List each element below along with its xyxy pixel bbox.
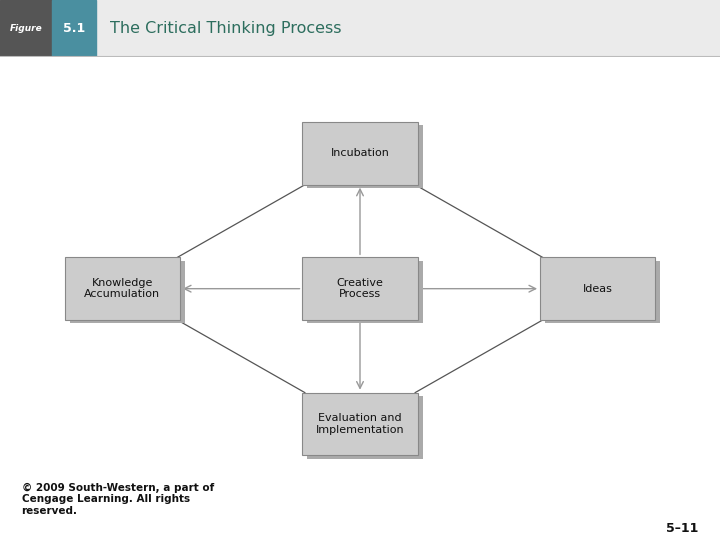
Text: © 2009 South-Western, a part of
Cengage Learning. All rights
reserved.: © 2009 South-Western, a part of Cengage … (22, 483, 214, 516)
FancyBboxPatch shape (302, 257, 418, 320)
Text: Figure: Figure (9, 24, 42, 33)
FancyBboxPatch shape (70, 261, 185, 323)
FancyBboxPatch shape (307, 261, 423, 323)
Bar (0, 0, 52, 57)
Bar (52, 0, 96, 57)
Text: The Critical Thinking Process: The Critical Thinking Process (110, 21, 341, 36)
FancyBboxPatch shape (540, 257, 655, 320)
Text: Creative
Process: Creative Process (336, 278, 384, 300)
FancyBboxPatch shape (65, 257, 180, 320)
Text: Evaluation and
Implementation: Evaluation and Implementation (315, 413, 405, 435)
FancyBboxPatch shape (545, 261, 660, 323)
Text: Incubation: Incubation (330, 148, 390, 158)
FancyBboxPatch shape (307, 396, 423, 459)
FancyBboxPatch shape (302, 122, 418, 185)
Text: 5–11: 5–11 (666, 522, 698, 535)
Text: 5.1: 5.1 (63, 22, 85, 35)
FancyBboxPatch shape (302, 393, 418, 455)
Text: Ideas: Ideas (582, 284, 613, 294)
FancyBboxPatch shape (307, 125, 423, 188)
Text: Knowledge
Accumulation: Knowledge Accumulation (84, 278, 161, 300)
